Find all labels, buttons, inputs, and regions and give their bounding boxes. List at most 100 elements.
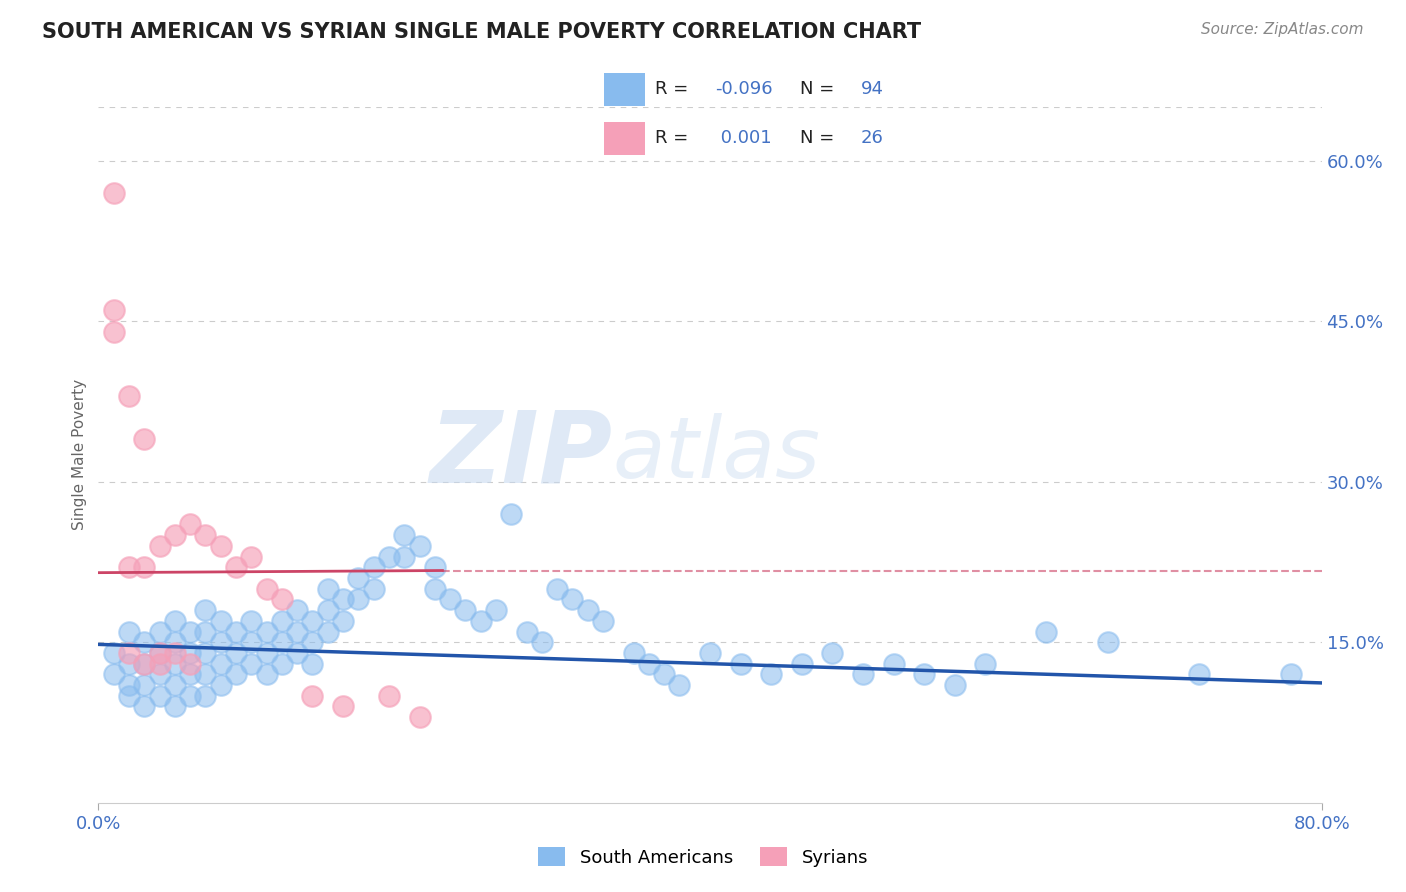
Point xyxy=(347,592,370,607)
Point xyxy=(194,689,217,703)
Point xyxy=(134,699,156,714)
Point xyxy=(118,389,141,403)
Point xyxy=(623,646,645,660)
Point xyxy=(209,635,232,649)
Point xyxy=(316,603,339,617)
Point xyxy=(118,646,141,660)
Point xyxy=(668,678,690,692)
Point xyxy=(149,689,172,703)
Point xyxy=(637,657,661,671)
Point xyxy=(974,657,997,671)
Point xyxy=(285,646,308,660)
Point xyxy=(378,549,401,564)
Point xyxy=(149,646,172,660)
Point xyxy=(149,646,172,660)
Text: R =: R = xyxy=(655,80,688,98)
Text: SOUTH AMERICAN VS SYRIAN SINGLE MALE POVERTY CORRELATION CHART: SOUTH AMERICAN VS SYRIAN SINGLE MALE POV… xyxy=(42,22,921,42)
Point xyxy=(1035,624,1057,639)
Point xyxy=(332,614,354,628)
Point xyxy=(285,603,308,617)
Point xyxy=(209,657,232,671)
Point xyxy=(316,624,339,639)
Point xyxy=(821,646,844,660)
Point xyxy=(378,689,401,703)
Point xyxy=(225,624,247,639)
Point xyxy=(1188,667,1211,681)
Point xyxy=(363,560,385,574)
Point xyxy=(209,539,232,553)
Point xyxy=(179,667,201,681)
Point xyxy=(363,582,385,596)
Point xyxy=(194,667,217,681)
Point xyxy=(163,699,186,714)
Point xyxy=(759,667,782,681)
Point xyxy=(270,635,292,649)
Legend: South Americans, Syrians: South Americans, Syrians xyxy=(531,840,875,874)
Point xyxy=(194,603,217,617)
Point xyxy=(423,560,446,574)
Point xyxy=(1097,635,1119,649)
Point xyxy=(149,667,172,681)
Point xyxy=(134,432,156,446)
Text: 94: 94 xyxy=(860,80,883,98)
Point xyxy=(163,614,186,628)
Point xyxy=(179,646,201,660)
Point xyxy=(270,614,292,628)
Point xyxy=(530,635,553,649)
Text: N =: N = xyxy=(800,80,834,98)
Point xyxy=(470,614,492,628)
Point xyxy=(103,325,125,339)
Point xyxy=(225,667,247,681)
Point xyxy=(103,667,125,681)
Point xyxy=(699,646,721,660)
Point xyxy=(179,657,201,671)
Text: 0.001: 0.001 xyxy=(716,129,772,147)
Point xyxy=(301,657,323,671)
Point xyxy=(270,657,292,671)
Text: N =: N = xyxy=(800,129,834,147)
Point xyxy=(149,539,172,553)
Point xyxy=(576,603,599,617)
Point xyxy=(301,614,323,628)
Text: -0.096: -0.096 xyxy=(716,80,773,98)
Point xyxy=(134,678,156,692)
Point xyxy=(516,624,538,639)
Text: Source: ZipAtlas.com: Source: ZipAtlas.com xyxy=(1201,22,1364,37)
Point xyxy=(439,592,461,607)
Point xyxy=(103,646,125,660)
Point xyxy=(652,667,675,681)
Point xyxy=(225,646,247,660)
Point xyxy=(118,560,141,574)
Point xyxy=(454,603,477,617)
Point xyxy=(256,624,278,639)
Point xyxy=(118,689,141,703)
Point xyxy=(285,624,308,639)
Point xyxy=(332,699,354,714)
Point xyxy=(179,517,201,532)
Point xyxy=(485,603,508,617)
Point xyxy=(163,678,186,692)
Point xyxy=(561,592,583,607)
Point xyxy=(194,528,217,542)
Point xyxy=(240,549,263,564)
Point xyxy=(423,582,446,596)
Point xyxy=(240,657,263,671)
Point xyxy=(118,678,141,692)
Point xyxy=(852,667,875,681)
Point xyxy=(149,657,172,671)
Point xyxy=(943,678,966,692)
Point xyxy=(592,614,614,628)
Bar xyxy=(605,122,644,155)
Point xyxy=(316,582,339,596)
Point xyxy=(103,303,125,318)
Y-axis label: Single Male Poverty: Single Male Poverty xyxy=(72,379,87,531)
Point xyxy=(134,657,156,671)
Point xyxy=(163,657,186,671)
Text: R =: R = xyxy=(655,129,688,147)
Point xyxy=(347,571,370,585)
Text: 26: 26 xyxy=(860,129,883,147)
Point xyxy=(194,624,217,639)
Point xyxy=(194,646,217,660)
Point xyxy=(179,689,201,703)
Point xyxy=(240,635,263,649)
